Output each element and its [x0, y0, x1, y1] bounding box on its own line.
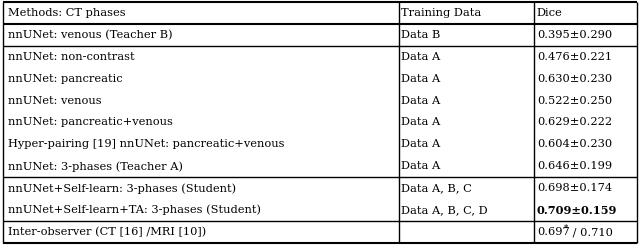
Text: 0.604±0.230: 0.604±0.230: [537, 139, 612, 149]
Text: Data A, B, C: Data A, B, C: [401, 183, 472, 193]
Text: nnUNet: pancreatic: nnUNet: pancreatic: [8, 74, 123, 84]
Text: nnUNet: 3-phases (Teacher A): nnUNet: 3-phases (Teacher A): [8, 161, 183, 172]
Text: Data A: Data A: [401, 96, 440, 106]
Text: nnUNet: pancreatic+venous: nnUNet: pancreatic+venous: [8, 118, 173, 127]
Text: Hyper-pairing [19] nnUNet: pancreatic+venous: Hyper-pairing [19] nnUNet: pancreatic+ve…: [8, 139, 285, 149]
Text: nnUNet: non-contrast: nnUNet: non-contrast: [8, 52, 134, 62]
Text: Data A: Data A: [401, 118, 440, 127]
Text: Data B: Data B: [401, 30, 440, 40]
Text: Data A, B, C, D: Data A, B, C, D: [401, 205, 488, 215]
Text: Inter-observer (CT [16] /MRI [10]): Inter-observer (CT [16] /MRI [10]): [8, 227, 206, 237]
Text: Data A: Data A: [401, 52, 440, 62]
Text: Data A: Data A: [401, 139, 440, 149]
Text: *: *: [564, 224, 568, 233]
Text: nnUNet: venous (Teacher B): nnUNet: venous (Teacher B): [8, 30, 173, 40]
Text: Methods: CT phases: Methods: CT phases: [8, 8, 125, 18]
Text: 0.698±0.174: 0.698±0.174: [537, 183, 612, 193]
Text: Training Data: Training Data: [401, 8, 481, 18]
Text: 0.476±0.221: 0.476±0.221: [537, 52, 612, 62]
Text: 0.630±0.230: 0.630±0.230: [537, 74, 612, 84]
Text: 0.697: 0.697: [537, 227, 570, 237]
Text: / 0.710: / 0.710: [569, 227, 612, 237]
Text: nnUNet: venous: nnUNet: venous: [8, 96, 102, 106]
Text: 0.709±0.159: 0.709±0.159: [537, 205, 617, 216]
Text: 0.522±0.250: 0.522±0.250: [537, 96, 612, 106]
Text: nnUNet+Self-learn: 3-phases (Student): nnUNet+Self-learn: 3-phases (Student): [8, 183, 236, 194]
Text: 0.629±0.222: 0.629±0.222: [537, 118, 612, 127]
Text: Data A: Data A: [401, 161, 440, 171]
Text: Data A: Data A: [401, 74, 440, 84]
Text: 0.646±0.199: 0.646±0.199: [537, 161, 612, 171]
Text: 0.395±0.290: 0.395±0.290: [537, 30, 612, 40]
Text: nnUNet+Self-learn+TA: 3-phases (Student): nnUNet+Self-learn+TA: 3-phases (Student): [8, 205, 261, 215]
Text: Dice: Dice: [537, 8, 563, 18]
